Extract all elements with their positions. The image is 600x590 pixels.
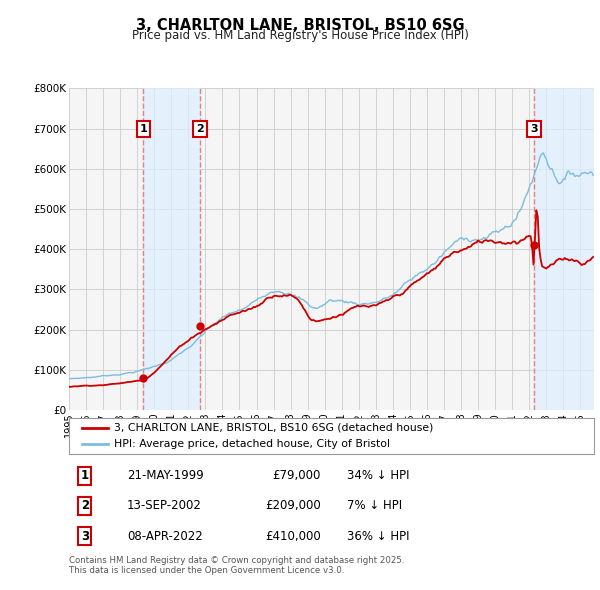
- Bar: [534, 88, 594, 410]
- Text: 7% ↓ HPI: 7% ↓ HPI: [347, 499, 403, 513]
- Text: 1: 1: [80, 469, 89, 482]
- Text: HPI: Average price, detached house, City of Bristol: HPI: Average price, detached house, City…: [113, 440, 389, 450]
- Text: 21-MAY-1999: 21-MAY-1999: [127, 469, 203, 482]
- Text: £209,000: £209,000: [265, 499, 321, 513]
- Text: 2: 2: [80, 499, 89, 513]
- Text: 08-APR-2022: 08-APR-2022: [127, 530, 203, 543]
- Text: £410,000: £410,000: [265, 530, 321, 543]
- Text: Contains HM Land Registry data © Crown copyright and database right 2025.
This d: Contains HM Land Registry data © Crown c…: [69, 556, 404, 575]
- Text: Price paid vs. HM Land Registry's House Price Index (HPI): Price paid vs. HM Land Registry's House …: [131, 30, 469, 42]
- Text: 34% ↓ HPI: 34% ↓ HPI: [347, 469, 410, 482]
- Text: 1: 1: [140, 124, 148, 134]
- Bar: [143, 88, 200, 410]
- Text: 3: 3: [530, 124, 538, 134]
- Text: £79,000: £79,000: [272, 469, 321, 482]
- Text: 3, CHARLTON LANE, BRISTOL, BS10 6SG (detached house): 3, CHARLTON LANE, BRISTOL, BS10 6SG (det…: [113, 422, 433, 432]
- Text: 36% ↓ HPI: 36% ↓ HPI: [347, 530, 410, 543]
- Text: 3, CHARLTON LANE, BRISTOL, BS10 6SG: 3, CHARLTON LANE, BRISTOL, BS10 6SG: [136, 18, 464, 32]
- Text: 3: 3: [80, 530, 89, 543]
- Text: 2: 2: [197, 124, 204, 134]
- Text: 13-SEP-2002: 13-SEP-2002: [127, 499, 202, 513]
